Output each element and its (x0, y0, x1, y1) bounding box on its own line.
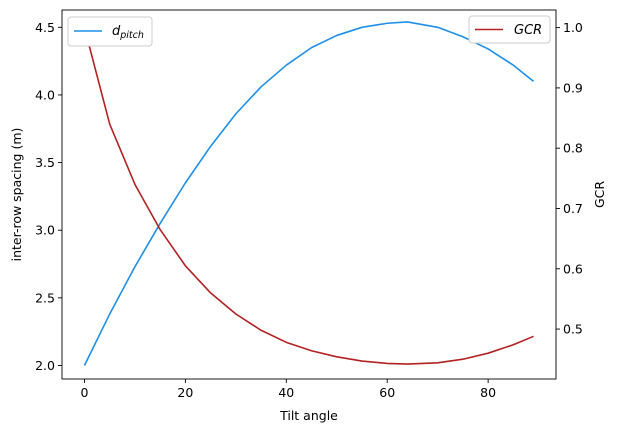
x-tick-label: 20 (177, 385, 193, 400)
series-layer (83, 21, 535, 366)
y-left-tick-label: 4.5 (35, 20, 55, 35)
x-tick-label: 40 (278, 385, 294, 400)
legend-left-main: d (112, 24, 121, 39)
x-tick-label: 60 (379, 385, 395, 400)
legend-left: dpitch (67, 16, 153, 47)
y-right-tick-label: 0.6 (563, 261, 583, 276)
plot-area (62, 10, 556, 379)
x-tick-label: 0 (80, 385, 88, 400)
y-left-tick-label: 3.5 (35, 155, 55, 170)
y-left-tick-label: 3.0 (35, 223, 55, 238)
y-left-tick-label: 2.0 (35, 358, 55, 373)
y-left-tick-label: 2.5 (35, 290, 55, 305)
legend-right-label: GCR (514, 23, 542, 38)
legend-left-frame (67, 16, 153, 47)
series-line-gcr (83, 27, 534, 365)
y-right-tick-label: 0.7 (563, 201, 583, 216)
y-right-tick-label: 0.5 (563, 322, 583, 337)
series-line-d-pitch (83, 21, 535, 366)
axes-layer: 0 20 40 60 80 2.0 2.5 3.0 3.5 4.0 4.5 0.5 0.6 0.7 0.8 0… (35, 9, 583, 400)
y-axis-right-label: GCR (592, 181, 607, 208)
legend-left-label: dpitch (112, 24, 144, 41)
plot-frame (61, 9, 557, 380)
x-axis-label: Tilt angle (279, 408, 338, 423)
y-axis-left-label: inter-row spacing (m) (9, 128, 24, 262)
y-right-tick-label: 0.8 (563, 141, 583, 156)
y-left-tick-label: 4.0 (35, 87, 55, 102)
legend-left-sub: pitch (119, 30, 144, 41)
x-tick-label: 80 (480, 385, 496, 400)
y-right-tick-label: 0.9 (563, 80, 583, 95)
legend-right: GCR (468, 15, 551, 44)
y-right-tick-label: 1.0 (563, 20, 583, 35)
legend-right-frame (468, 15, 551, 44)
